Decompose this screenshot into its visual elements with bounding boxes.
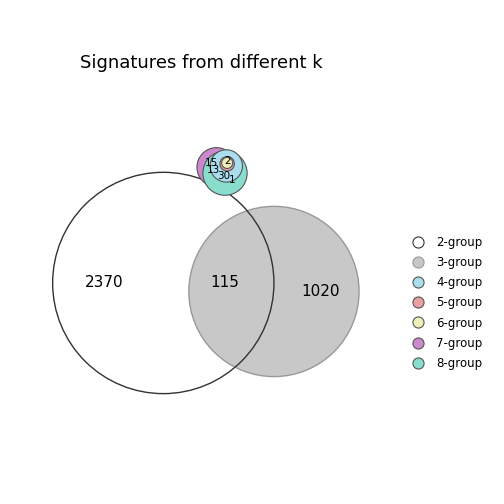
Title: Signatures from different k: Signatures from different k <box>80 53 323 72</box>
Circle shape <box>189 206 359 376</box>
Circle shape <box>210 150 242 182</box>
Text: 2: 2 <box>224 156 230 166</box>
Text: 115: 115 <box>211 276 239 290</box>
Legend: 2-group, 3-group, 4-group, 5-group, 6-group, 7-group, 8-group: 2-group, 3-group, 4-group, 5-group, 6-gr… <box>403 233 486 373</box>
Text: 1020: 1020 <box>301 284 340 299</box>
Text: 2370: 2370 <box>84 276 123 290</box>
Circle shape <box>203 151 247 195</box>
Text: 1: 1 <box>229 175 235 185</box>
Circle shape <box>197 148 236 187</box>
Text: 13: 13 <box>207 165 220 175</box>
Text: 30: 30 <box>218 171 231 181</box>
Circle shape <box>220 157 234 171</box>
Circle shape <box>222 157 233 168</box>
Text: 15: 15 <box>204 158 218 168</box>
